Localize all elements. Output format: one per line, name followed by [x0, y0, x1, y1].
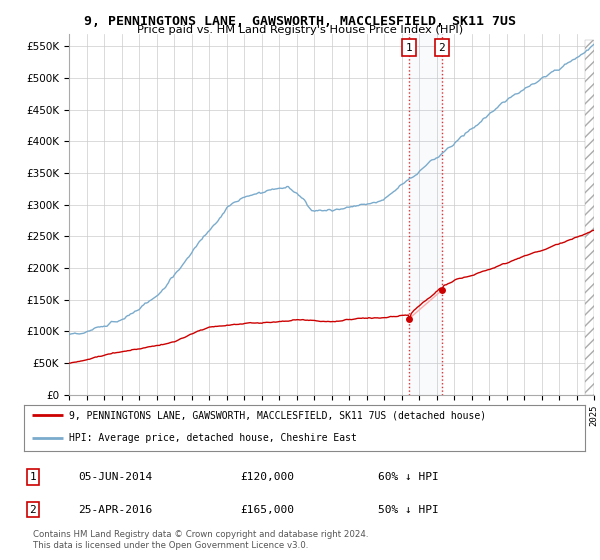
Text: 9, PENNINGTONS LANE, GAWSWORTH, MACCLESFIELD, SK11 7US: 9, PENNINGTONS LANE, GAWSWORTH, MACCLESF… — [84, 15, 516, 27]
Text: 9, PENNINGTONS LANE, GAWSWORTH, MACCLESFIELD, SK11 7US (detached house): 9, PENNINGTONS LANE, GAWSWORTH, MACCLESF… — [69, 410, 486, 421]
Text: £120,000: £120,000 — [240, 472, 294, 482]
Text: HPI: Average price, detached house, Cheshire East: HPI: Average price, detached house, Ches… — [69, 433, 357, 444]
Text: Contains HM Land Registry data © Crown copyright and database right 2024.
This d: Contains HM Land Registry data © Crown c… — [33, 530, 368, 549]
Text: Price paid vs. HM Land Registry's House Price Index (HPI): Price paid vs. HM Land Registry's House … — [137, 25, 463, 35]
Text: 50% ↓ HPI: 50% ↓ HPI — [378, 505, 439, 515]
Text: 1: 1 — [29, 472, 37, 482]
Text: 2: 2 — [29, 505, 37, 515]
Text: 1: 1 — [406, 43, 412, 53]
Text: £165,000: £165,000 — [240, 505, 294, 515]
Text: 25-APR-2016: 25-APR-2016 — [78, 505, 152, 515]
Bar — [409, 34, 442, 395]
Text: 60% ↓ HPI: 60% ↓ HPI — [378, 472, 439, 482]
Text: 05-JUN-2014: 05-JUN-2014 — [78, 472, 152, 482]
Text: 2: 2 — [439, 43, 445, 53]
